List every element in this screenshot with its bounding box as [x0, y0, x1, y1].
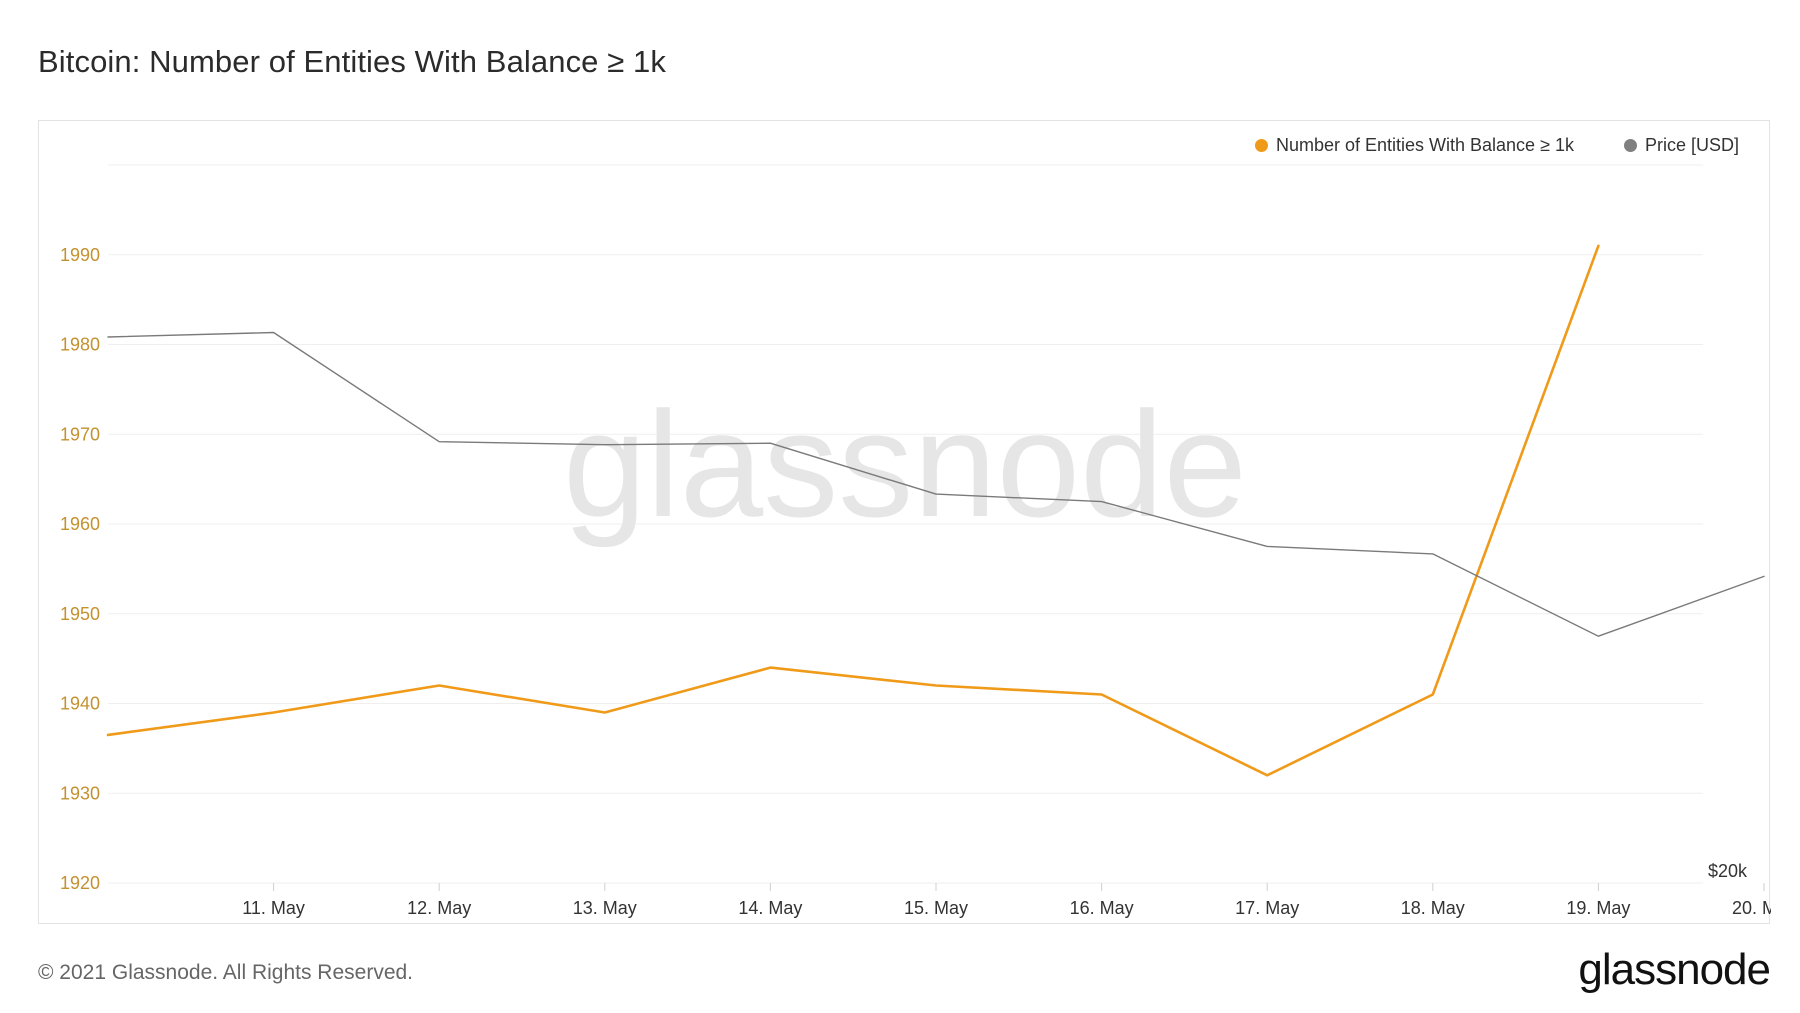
y-tick-label: 1950 — [60, 604, 100, 624]
y-tick-label: 1990 — [60, 245, 100, 265]
chart-frame: glassnode 1920 1930 1940 1950 1960 1970 1980 19… — [38, 120, 1771, 924]
y-right-tick-label: $20k — [1708, 861, 1748, 881]
y-tick-label: 1930 — [60, 783, 100, 803]
x-tick-label: 15. May — [904, 898, 968, 918]
legend-dot-price — [1623, 139, 1637, 152]
x-tick-label: 18. May — [1401, 898, 1465, 918]
watermark: glassnode — [563, 380, 1247, 548]
x-tick-label: 19. May — [1566, 898, 1630, 918]
y-tick-label: 1960 — [60, 514, 100, 534]
x-tick-label: 17. May — [1235, 898, 1299, 918]
series-lines — [106, 244, 1765, 777]
y-axis-left: 1920 1930 1940 1950 1960 1970 1980 1990 — [60, 245, 100, 893]
series-line-entities — [106, 244, 1600, 777]
legend-item-price[interactable]: Price [USD] — [1623, 135, 1739, 156]
brand-logo[interactable]: glassnode — [1578, 945, 1771, 994]
series-line-price — [107, 331, 1765, 637]
legend: Number of Entities With Balance ≥ 1k Pri… — [1254, 135, 1739, 156]
legend-dot-entities — [1254, 139, 1268, 152]
x-tick-label: 11. May — [242, 898, 305, 918]
y-tick-label: 1970 — [60, 424, 100, 444]
x-tick-label: 12. May — [407, 898, 471, 918]
x-tick-label: 14. May — [738, 898, 802, 918]
copyright-text: © 2021 Glassnode. All Rights Reserved. — [38, 961, 414, 984]
legend-label-entities: Number of Entities With Balance ≥ 1k — [1275, 135, 1574, 155]
legend-item-entities[interactable]: Number of Entities With Balance ≥ 1k — [1254, 135, 1574, 156]
x-tick-label: 20. May — [1732, 898, 1771, 918]
chart-plot: glassnode 192019301940195019601970198019… — [60, 164, 1771, 918]
y-tick-label: 1940 — [60, 694, 100, 714]
x-axis: 11. May 12. May 13. May 14. May 15. May 16. M… — [242, 883, 1771, 918]
y-tick-label: 1980 — [60, 335, 100, 355]
x-tick-label: 16. May — [1070, 898, 1134, 918]
y-axis-right: $20k — [1708, 861, 1748, 881]
x-tick-label: 13. May — [573, 898, 637, 918]
y-tick-label: 1920 — [60, 873, 100, 893]
gridlines — [108, 164, 1703, 884]
legend-label-price: Price [USD] — [1644, 135, 1739, 155]
chart-title: Bitcoin: Number of Entities With Balance… — [38, 44, 666, 79]
